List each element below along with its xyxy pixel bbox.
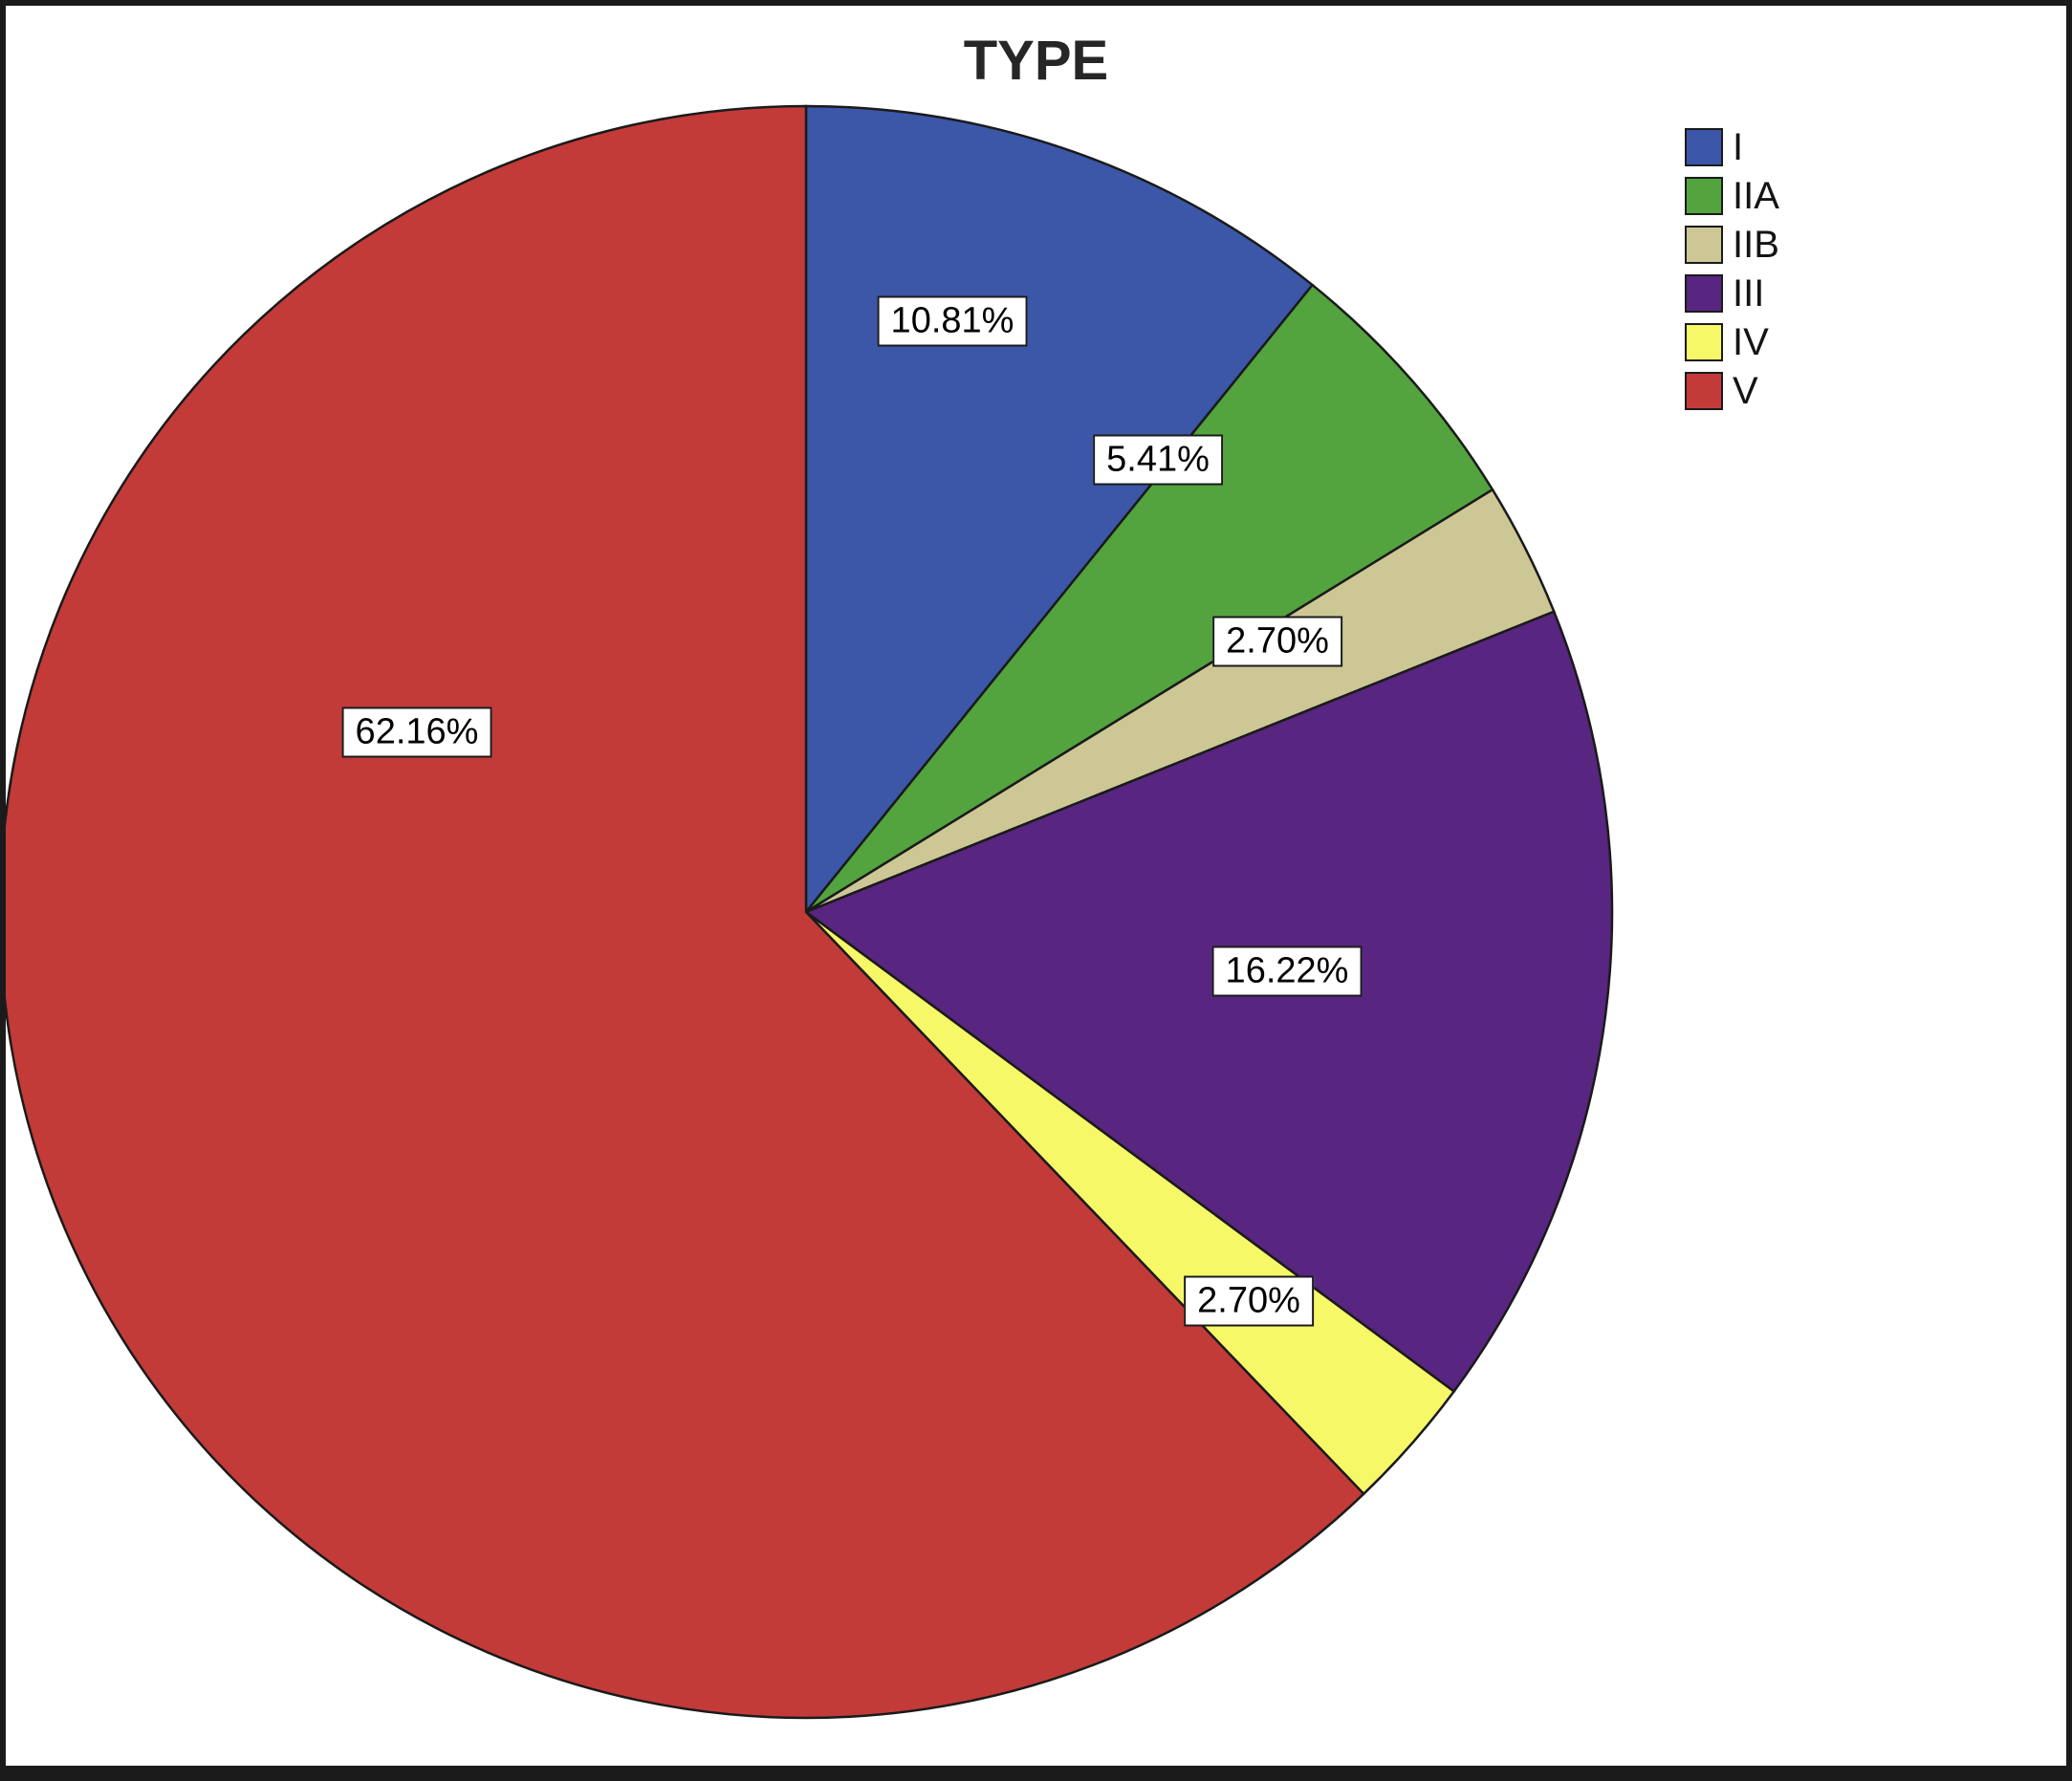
pie-chart [6, 104, 1614, 1720]
legend-item-IIB: IIB [1685, 226, 1779, 264]
legend-item-V: V [1685, 372, 1779, 410]
legend-label-IIA: IIA [1733, 175, 1779, 217]
legend-swatch-III [1685, 274, 1723, 313]
legend: I IIA IIB III IV V [1685, 128, 1779, 421]
legend-swatch-IIB [1685, 226, 1723, 264]
legend-item-IV: IV [1685, 323, 1779, 361]
legend-swatch-IIA [1685, 177, 1723, 215]
pie-slice-V [6, 104, 1365, 1720]
pie-slice-IIA [805, 283, 1494, 914]
legend-swatch-V [1685, 372, 1723, 410]
legend-swatch-IV [1685, 323, 1723, 361]
chart-title: TYPE [963, 30, 1109, 92]
legend-label-IIB: IIB [1733, 224, 1779, 266]
legend-item-I: I [1685, 128, 1779, 166]
legend-item-III: III [1685, 274, 1779, 313]
pie-slice-III [803, 610, 1614, 1394]
legend-label-IV: IV [1733, 321, 1769, 363]
legend-label-V: V [1733, 370, 1758, 412]
legend-label-III: III [1733, 272, 1765, 315]
legend-label-I: I [1733, 126, 1744, 168]
legend-item-IIA: IIA [1685, 177, 1779, 215]
legend-swatch-I [1685, 128, 1723, 166]
